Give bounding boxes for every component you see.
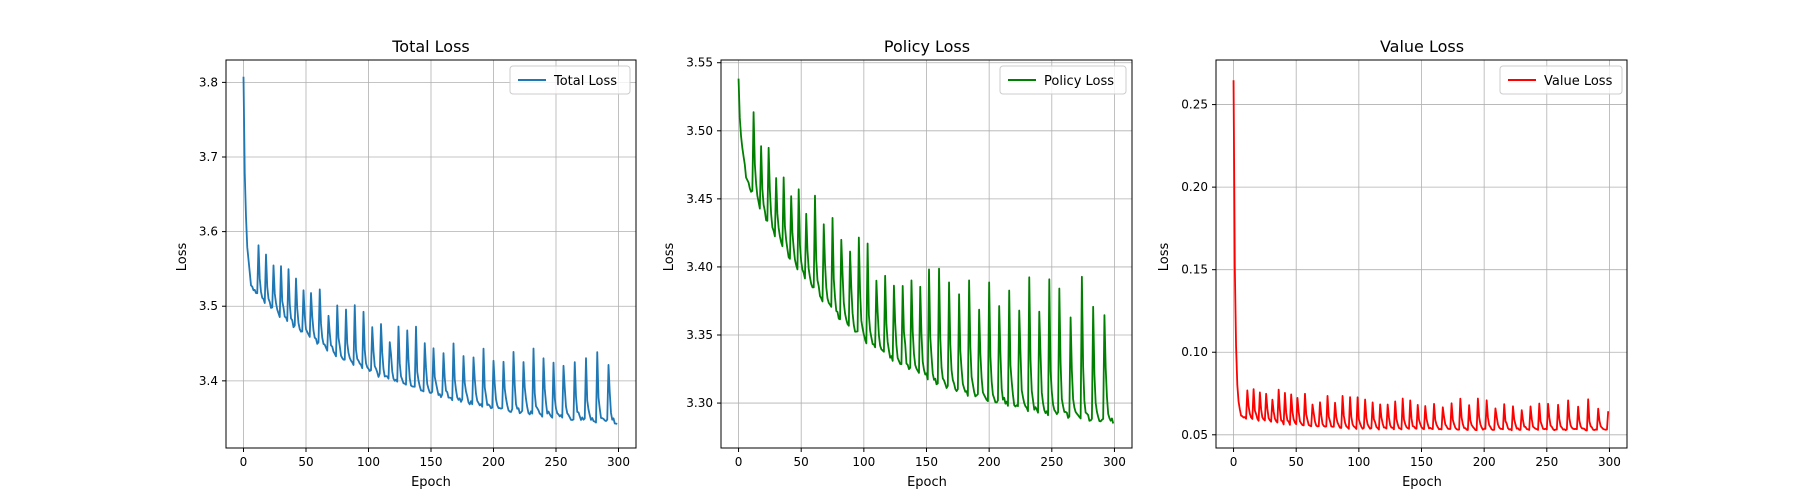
y-tick-label: 3.30 [686, 396, 713, 410]
y-tick-label: 3.35 [686, 328, 713, 342]
axis-ticks: 0 50 100 150 200 250 300 0.05 0.10 0.15 0.20 0.25 [1181, 98, 1621, 469]
y-tick-label: 0.25 [1181, 98, 1208, 112]
x-tick-label: 250 [545, 455, 568, 469]
x-tick-label: 150 [915, 455, 938, 469]
legend-label: Value Loss [1544, 74, 1613, 89]
y-tick-label: 3.45 [686, 192, 713, 206]
y-axis-label: Loss [175, 243, 190, 272]
x-tick-label: 250 [1040, 455, 1063, 469]
legend: Policy Loss [999, 65, 1127, 95]
x-tick-label: 100 [357, 455, 380, 469]
x-tick-label: 150 [1410, 455, 1433, 469]
x-axis-label: Epoch [907, 475, 947, 490]
x-tick-label: 100 [852, 455, 875, 469]
x-tick-label: 0 [1230, 455, 1238, 469]
value-loss-chart: Value Loss Epoch Loss 0 50 100 150 200 250 300… [1157, 37, 1628, 490]
y-tick-label: 0.20 [1181, 180, 1208, 194]
x-tick-label: 0 [240, 455, 248, 469]
y-tick-label: 0.15 [1181, 263, 1208, 277]
axis-ticks: 0 50 100 150 200 250 300 3.30 3.35 3.40 3.45 3.50 3.… [686, 56, 1126, 469]
x-tick-label: 300 [1103, 455, 1126, 469]
x-tick-label: 300 [1598, 455, 1621, 469]
y-tick-label: 0.10 [1181, 345, 1208, 359]
x-tick-label: 50 [794, 455, 809, 469]
y-tick-label: 3.7 [199, 150, 218, 164]
policy-loss-line [737, 78, 1115, 424]
x-tick-label: 50 [1289, 455, 1304, 469]
total-loss-chart: Total Loss Epoch Loss 0 50 100 150 200 250 300… [175, 37, 637, 490]
x-tick-label: 250 [1535, 455, 1558, 469]
y-tick-label: 3.50 [686, 124, 713, 138]
x-tick-label: 200 [1473, 455, 1496, 469]
legend: Value Loss [1499, 65, 1623, 95]
y-axis-label: Loss [662, 243, 677, 272]
chart-title: Total Loss [391, 37, 470, 56]
y-axis-label: Loss [1157, 243, 1172, 272]
y-tick-label: 0.05 [1181, 428, 1208, 442]
y-tick-label: 3.8 [199, 75, 218, 89]
total-loss-line [242, 76, 618, 425]
legend-box [999, 65, 1127, 95]
x-tick-label: 300 [607, 455, 630, 469]
y-tick-label: 3.5 [199, 299, 218, 313]
x-tick-label: 0 [735, 455, 743, 469]
x-tick-label: 200 [482, 455, 505, 469]
y-tick-label: 3.4 [199, 374, 218, 388]
chart-title: Value Loss [1380, 37, 1464, 56]
legend-label: Policy Loss [1044, 74, 1114, 89]
policy-loss-chart: Policy Loss Epoch Loss 0 50 100 150 200 250 30… [662, 37, 1133, 490]
x-axis-label: Epoch [411, 475, 451, 490]
x-tick-label: 200 [978, 455, 1001, 469]
x-tick-label: 100 [1347, 455, 1370, 469]
legend: Total Loss [509, 65, 631, 95]
chart-title: Policy Loss [884, 37, 970, 56]
y-tick-label: 3.6 [199, 225, 218, 239]
x-tick-label: 150 [420, 455, 443, 469]
legend-box [1499, 65, 1623, 95]
y-tick-label: 3.40 [686, 260, 713, 274]
y-tick-label: 3.55 [686, 56, 713, 70]
legend-label: Total Loss [553, 74, 617, 89]
axis-ticks: 0 50 100 150 200 250 300 3.4 3.5 3.6 3.7 3.8 [199, 75, 630, 469]
legend-box [509, 65, 631, 95]
x-tick-label: 50 [298, 455, 313, 469]
x-axis-label: Epoch [1402, 475, 1442, 490]
value-loss-line [1232, 80, 1610, 432]
grid [721, 60, 1132, 448]
